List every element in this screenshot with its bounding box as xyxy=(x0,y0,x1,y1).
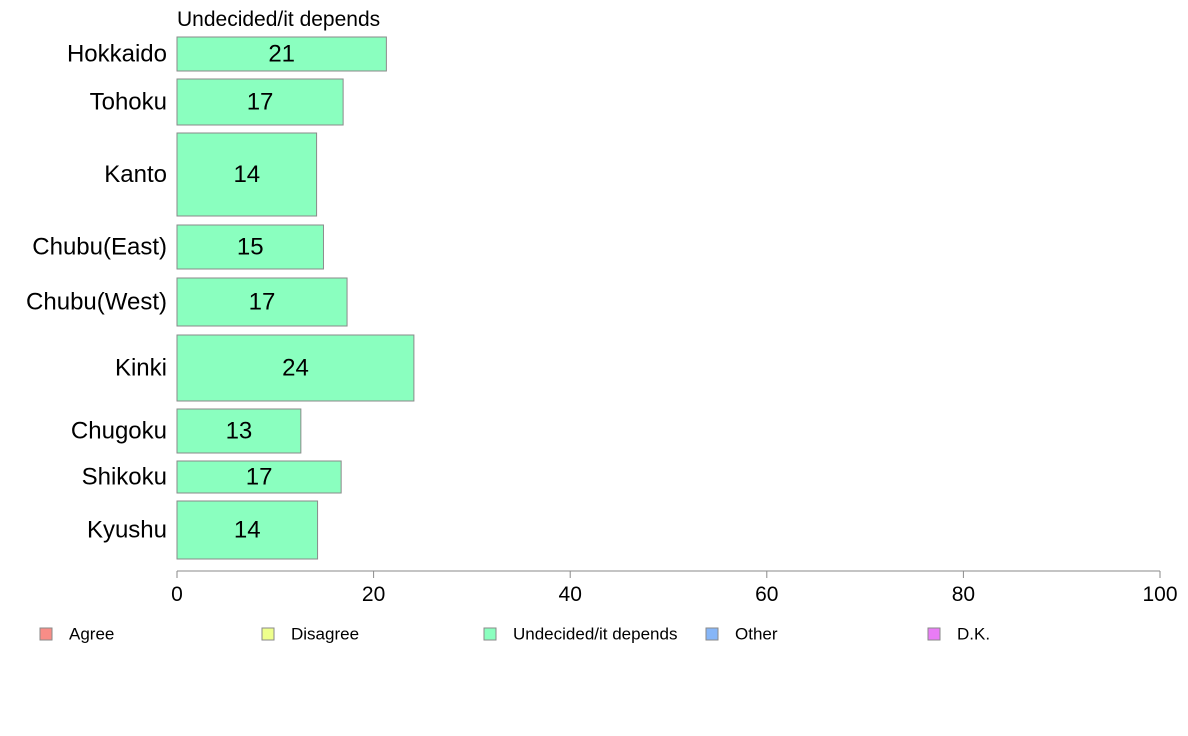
chart-title: Undecided/it depends xyxy=(177,8,380,31)
legend-label: Undecided/it depends xyxy=(513,625,677,644)
bar xyxy=(176,132,318,217)
legend-label: Other xyxy=(735,625,778,644)
x-tick-label: 100 xyxy=(1142,583,1177,606)
legend-label: Agree xyxy=(69,625,114,644)
bar xyxy=(176,460,342,494)
category-label: Tohoku xyxy=(90,89,167,116)
legend-swatch xyxy=(705,627,719,641)
bar xyxy=(176,224,324,270)
category-label: Kyushu xyxy=(87,517,167,544)
bar-value-label: 17 xyxy=(246,464,273,491)
category-label: Kanto xyxy=(104,161,167,188)
x-axis: 0 20 40 60 80 100 xyxy=(171,570,1178,606)
bar-value-label: 15 xyxy=(237,234,264,261)
bar xyxy=(176,500,319,560)
category-label: Chubu(West) xyxy=(26,289,167,316)
x-tick-label: 40 xyxy=(559,583,582,606)
bar-value-label: 14 xyxy=(233,161,260,188)
category-label: Chugoku xyxy=(71,418,167,445)
legend-label: Disagree xyxy=(291,625,359,644)
bar xyxy=(176,78,344,126)
bar-value-label: 17 xyxy=(247,89,274,116)
x-tick-label: 0 xyxy=(171,583,183,606)
x-tick-label: 60 xyxy=(755,583,778,606)
bar xyxy=(176,36,387,72)
legend-swatch xyxy=(483,627,497,641)
bar xyxy=(176,408,302,454)
category-label: Kinki xyxy=(115,355,167,382)
bars: 21 Hokkaido 17 Tohoku 14 Kanto 15 Chubu(East) 17… xyxy=(26,36,415,560)
category-label: Chubu(East) xyxy=(32,234,167,261)
bar-value-label: 13 xyxy=(226,418,253,445)
category-label: Shikoku xyxy=(82,464,167,491)
legend-swatch xyxy=(927,627,941,641)
legend-label: D.K. xyxy=(957,625,990,644)
category-label: Hokkaido xyxy=(67,41,167,68)
bar-value-label: 21 xyxy=(268,41,295,68)
legend-swatch xyxy=(261,627,275,641)
bar-value-label: 24 xyxy=(282,355,309,382)
bar-value-label: 17 xyxy=(249,289,276,316)
bar xyxy=(176,334,415,402)
legend-swatch xyxy=(39,627,53,641)
x-tick-label: 20 xyxy=(362,583,385,606)
x-tick-label: 80 xyxy=(952,583,975,606)
bar xyxy=(176,277,348,327)
legend: Agree Disagree Undecided/it depends Other D.… xyxy=(39,625,990,644)
bar-value-label: 14 xyxy=(234,517,261,544)
